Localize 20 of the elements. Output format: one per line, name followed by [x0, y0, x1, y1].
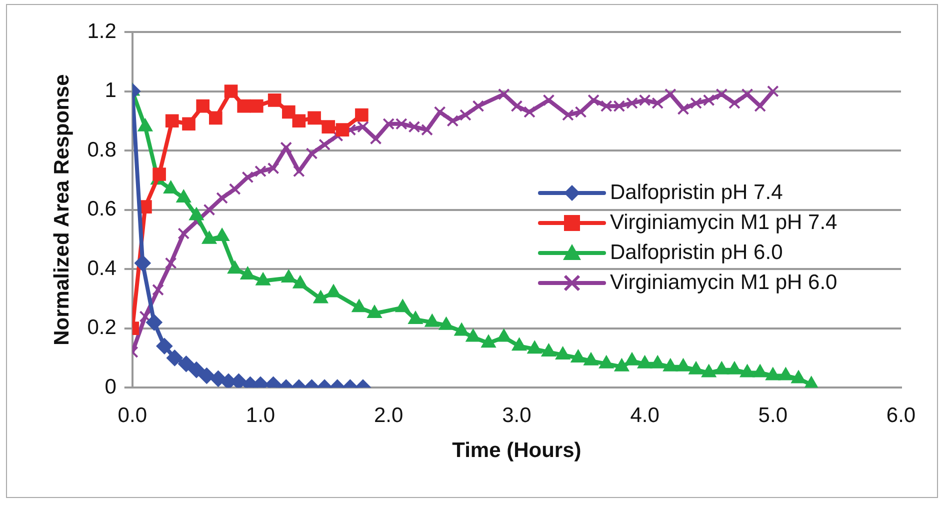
y-tick-label: 0.6: [87, 198, 116, 221]
legend-label: Virginiamycin M1 pH 7.4: [610, 211, 838, 235]
x-tick-label: 0.0: [118, 404, 147, 427]
y-tick-label: 0.2: [87, 316, 116, 340]
x-tick-label: 3.0: [502, 404, 532, 427]
y-tick-label: 0: [104, 375, 116, 398]
legend-label: Virginiamycin M1 pH 6.0: [610, 271, 838, 295]
x-axis-title: Time (Hours): [452, 439, 582, 462]
legend-label: Dalfopristin pH 6.0: [610, 241, 783, 265]
legend-label: Dalfopristin pH 7.4: [610, 181, 783, 205]
x-tick-label: 6.0: [886, 404, 916, 427]
y-tick-label: 0.8: [87, 138, 116, 162]
y-tick-label: 0.4: [87, 256, 117, 280]
y-axis-title: Normalized Area Response: [50, 74, 74, 346]
x-tick-label: 4.0: [630, 404, 660, 427]
x-tick-label: 5.0: [758, 404, 788, 427]
y-tick-label: 1: [104, 79, 116, 102]
x-tick-label: 1.0: [246, 404, 276, 427]
y-tick-label: 1.2: [87, 20, 116, 43]
x-tick-label: 2.0: [374, 404, 404, 427]
